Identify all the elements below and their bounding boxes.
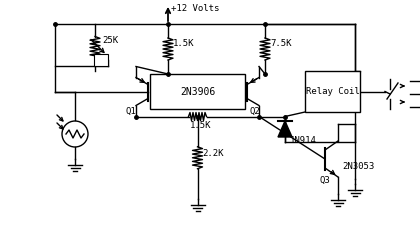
Bar [305, 71, 360, 112]
Text: 1.5K: 1.5K [189, 121, 211, 130]
Text: 2N3053: 2N3053 [342, 162, 374, 171]
Text: Q2: Q2 [250, 107, 261, 115]
Text: 7.5K: 7.5K [270, 39, 291, 48]
Text: +12 Volts: +12 Volts [171, 4, 219, 13]
Bar [94, 54, 108, 65]
Text: 2N3906: 2N3906 [180, 87, 215, 97]
Polygon shape [278, 121, 292, 137]
Text: 1N914: 1N914 [290, 136, 317, 145]
Text: 1.5K: 1.5K [173, 39, 194, 48]
Text: Q1: Q1 [126, 107, 137, 115]
Text: Relay Coil: Relay Coil [306, 87, 360, 96]
Text: 25K: 25K [102, 36, 118, 44]
Bar [150, 74, 245, 109]
Text: 2.2K: 2.2K [202, 149, 224, 158]
Text: Q3: Q3 [320, 176, 331, 185]
